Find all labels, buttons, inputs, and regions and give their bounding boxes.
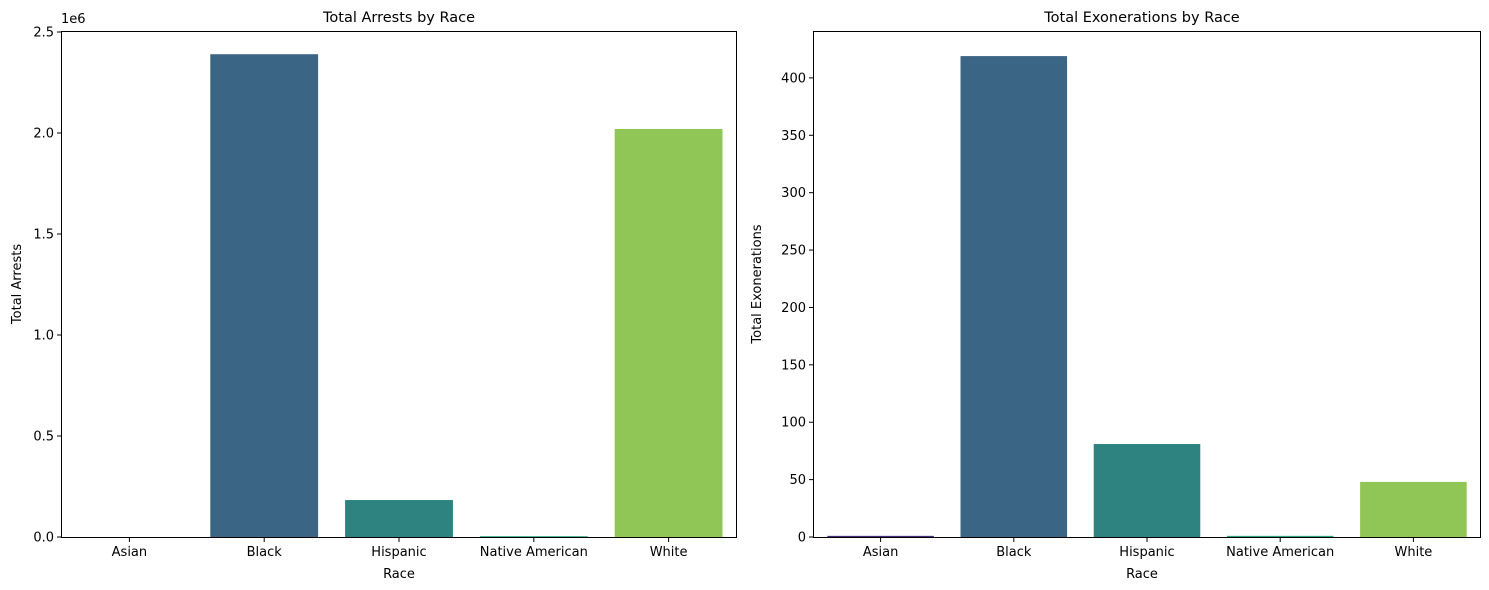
bars: [827, 56, 1467, 538]
x-tick-label: White: [1394, 545, 1432, 560]
bars: [210, 54, 723, 537]
x-tick-label: Hispanic: [371, 545, 426, 560]
x-tick-label: Asian: [863, 545, 898, 560]
y-tick-label: 2.5: [33, 26, 54, 41]
y-tick-label: 100: [781, 416, 806, 431]
plot-frame: [813, 31, 1481, 538]
chart-title: Total Exonerations by Race: [1043, 10, 1240, 26]
y-tick-label: 0.0: [33, 531, 54, 546]
chart-arrests: Total Arrests by Race 1e6 0.0 0.5 1.0 1.5 2.…: [10, 10, 737, 582]
bar-hispanic: [345, 500, 453, 537]
x-ticks: Asian Black Hispanic Native American White: [112, 537, 688, 560]
x-tick-label: Native American: [480, 545, 588, 560]
bar-white: [614, 128, 723, 537]
y-offset-text: 1e6: [61, 12, 86, 27]
y-tick-label: 250: [781, 244, 806, 259]
y-tick-label: 50: [789, 473, 806, 488]
y-ticks: 0 50 100 150 200 250 300 350 400: [781, 71, 814, 546]
bar-black: [210, 54, 319, 537]
bar-native-american: [1226, 535, 1334, 537]
y-tick-label: 150: [781, 358, 806, 373]
x-tick-label: White: [650, 545, 688, 560]
x-axis-label: Race: [383, 567, 415, 582]
y-tick-label: 350: [781, 129, 806, 144]
y-axis-label: Total Arrests: [10, 244, 25, 325]
y-ticks: 0.0 0.5 1.0 1.5 2.0 2.5: [33, 26, 62, 546]
bar-black: [960, 56, 1068, 538]
bar-white: [1360, 481, 1467, 537]
plot-frame: [61, 31, 737, 538]
bar-hispanic: [1093, 444, 1201, 537]
bar-native-american: [479, 536, 588, 537]
y-tick-label: 0: [798, 531, 806, 546]
y-tick-label: 1.0: [33, 329, 54, 344]
y-axis-label: Total Exonerations: [750, 224, 765, 344]
chart-exonerations: Total Exonerations by Race 0 50 100 150 200 2…: [750, 10, 1481, 582]
x-tick-label: Asian: [112, 545, 147, 560]
y-tick-label: 300: [781, 186, 806, 201]
x-axis-label: Race: [1126, 567, 1158, 582]
y-tick-label: 200: [781, 301, 806, 316]
y-tick-label: 400: [781, 71, 806, 86]
y-tick-label: 2.0: [33, 127, 54, 142]
x-tick-label: Black: [247, 545, 283, 560]
x-ticks: Asian Black Hispanic Native American White: [863, 537, 1432, 560]
bar-asian: [827, 535, 934, 537]
x-tick-label: Hispanic: [1119, 545, 1174, 560]
x-tick-label: Black: [996, 545, 1032, 560]
chart-title: Total Arrests by Race: [322, 10, 475, 26]
x-tick-label: Native American: [1226, 545, 1334, 560]
y-tick-label: 0.5: [33, 430, 54, 445]
y-tick-label: 1.5: [33, 228, 54, 243]
